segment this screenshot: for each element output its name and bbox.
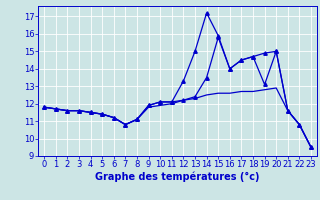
X-axis label: Graphe des températures (°c): Graphe des températures (°c) — [95, 172, 260, 182]
